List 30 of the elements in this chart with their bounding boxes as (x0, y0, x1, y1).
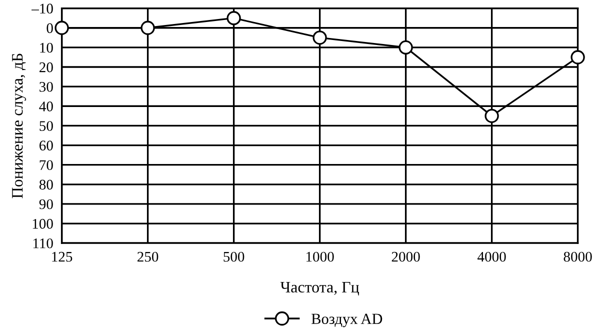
point (484, 108, 499, 124)
y-tick-label: 30 (40, 82, 53, 92)
y-tick-label: 60 (40, 140, 53, 150)
y-tick-label: –10 (31, 4, 53, 14)
y-tick-label: 90 (39, 199, 53, 210)
y-tick-label: 100 (32, 218, 53, 229)
legend-label: Воздух AD (312, 314, 382, 328)
y-tick-label: 80 (39, 180, 53, 190)
y-tick-label: 70 (40, 160, 53, 170)
y-tick-label: 10 (40, 42, 53, 53)
point (140, 20, 155, 35)
point (54, 20, 69, 35)
y-tick-label: 110 (33, 238, 53, 248)
point (226, 11, 241, 26)
x-tick-label: 8000 (564, 252, 592, 262)
y-tick-label: 40 (39, 102, 53, 112)
x-tick-label: 125 (52, 252, 72, 262)
point (312, 30, 327, 45)
x-tick-label: 1000 (306, 252, 334, 262)
x-tick-label: 2000 (392, 252, 420, 262)
point (570, 50, 585, 64)
y-tick-label: 50 (40, 121, 53, 131)
point (398, 40, 413, 55)
x-tick-label: 500 (224, 252, 244, 262)
y-tick-label: 0 (46, 23, 53, 34)
y-axis-title: Понижение слуха, дБ (12, 54, 26, 198)
x-tick-label: 4000 (478, 252, 506, 262)
x-tick-label: 250 (138, 252, 158, 262)
y-tick-label: 20 (40, 62, 53, 72)
x-axis-title: Частота, Гц (280, 282, 359, 296)
